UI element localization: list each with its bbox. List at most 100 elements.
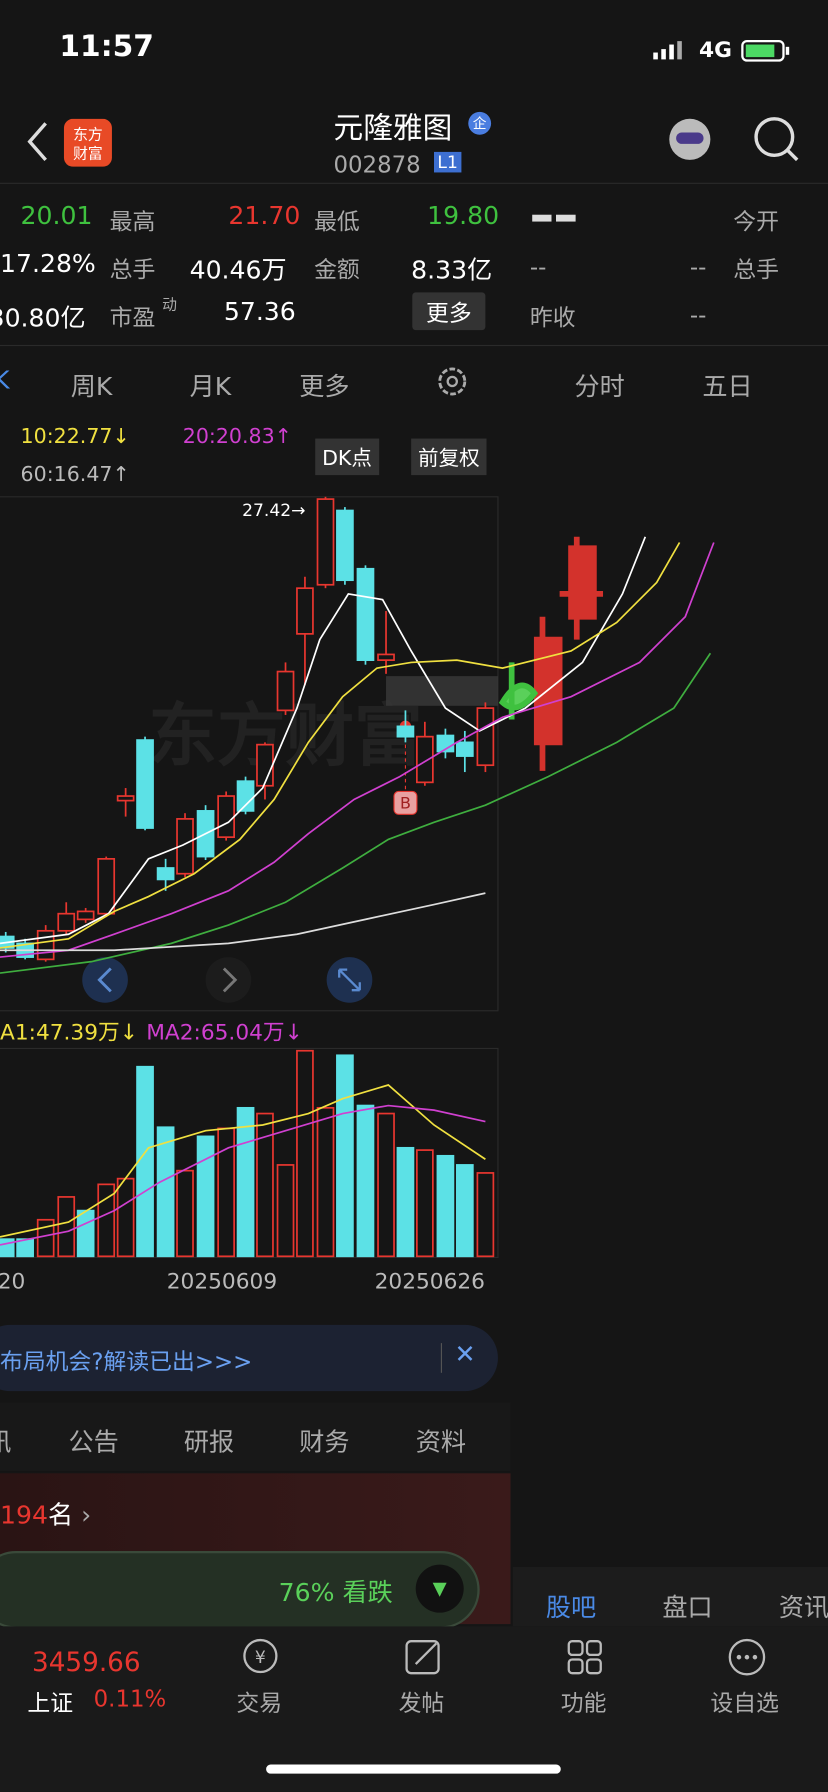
index-change[interactable]: 0.11%	[93, 1684, 167, 1713]
candle-body	[116, 795, 135, 802]
rank[interactable]: 194名 ›	[0, 1501, 92, 1531]
date-label: 20250626	[375, 1269, 485, 1294]
nav-item[interactable]: 功能	[560, 1689, 607, 1717]
high-label: 27.42→	[242, 501, 305, 521]
volume-bar	[116, 1177, 135, 1258]
placeholder	[532, 214, 576, 229]
nav-item[interactable]: 设自选	[710, 1689, 779, 1717]
quote: 今开	[733, 207, 779, 236]
ma-legend: 10:22.77↓	[20, 424, 130, 449]
ma-line	[0, 542, 681, 949]
candle-body	[136, 739, 154, 829]
header-left[interactable]: 东方财富	[23, 118, 126, 167]
nav-item[interactable]: 发帖	[398, 1689, 445, 1717]
vol-ma: A1:47.39万↓	[0, 1020, 138, 1045]
volume-bar	[377, 1112, 395, 1258]
candle-body	[36, 929, 55, 961]
ma-line	[0, 652, 712, 974]
period-tab[interactable]: 五日	[702, 373, 753, 403]
settings-icon[interactable]	[434, 363, 471, 400]
adjust-button[interactable]: 前复权	[411, 438, 487, 476]
divider	[0, 344, 828, 347]
index-value[interactable]: 3459.66	[31, 1648, 141, 1678]
nav-item[interactable]: 交易	[236, 1689, 283, 1717]
info-tab[interactable]: 资料	[415, 1428, 466, 1458]
status-icons	[653, 39, 790, 62]
ma-line	[0, 892, 486, 952]
volume-bar	[455, 1164, 474, 1258]
ma-legend: 20:20.83↑	[182, 424, 292, 449]
quote: 昨收	[529, 303, 576, 332]
quote: 17.28%	[0, 250, 96, 279]
candle-body	[97, 858, 116, 915]
info-tab[interactable]: 财务	[299, 1428, 350, 1458]
bottom-nav	[0, 1626, 828, 1792]
candle-body	[416, 735, 434, 784]
side-tab[interactable]: 盘口	[662, 1594, 713, 1623]
quote: --	[689, 253, 707, 281]
volume-bar	[176, 1169, 194, 1258]
candle-body	[316, 498, 335, 586]
side-tab[interactable]: 资讯	[778, 1594, 828, 1623]
info-tab[interactable]: 公告	[68, 1428, 119, 1458]
header-right[interactable]	[662, 114, 799, 164]
vote-button[interactable]: ▼	[415, 1564, 464, 1613]
level: L1	[433, 151, 462, 173]
dk-button[interactable]: DK点	[315, 438, 379, 476]
volume-bar	[316, 1106, 335, 1258]
ma-line	[0, 542, 715, 958]
banner[interactable]	[0, 1324, 498, 1392]
candle-body	[256, 743, 274, 787]
volume-bar	[136, 1065, 154, 1258]
close-icon[interactable]: ✕	[454, 1340, 476, 1370]
index-name[interactable]: 上证	[27, 1689, 74, 1717]
candle-body	[476, 707, 495, 767]
volume-bar	[296, 1049, 314, 1258]
rank-unit: 名	[47, 1501, 74, 1531]
quote: 金额	[314, 255, 360, 284]
period-tab[interactable]: 分时	[574, 373, 625, 403]
period-tab[interactable]: 周K	[70, 373, 113, 403]
quote: 19.80	[427, 202, 500, 231]
period-tab[interactable]: K	[0, 367, 10, 396]
volume-bar	[156, 1126, 175, 1258]
info-tab[interactable]: 讯	[0, 1422, 11, 1459]
volume-bar	[276, 1164, 295, 1258]
date-label: 20	[0, 1269, 25, 1294]
period-tab[interactable]: 月K	[189, 373, 232, 403]
side-tab[interactable]: 股吧	[545, 1594, 597, 1623]
more-button[interactable]: 更多	[412, 292, 486, 331]
vote-bar[interactable]	[0, 1550, 480, 1629]
side-tabs	[512, 1566, 828, 1627]
period-tab[interactable]: 更多	[299, 373, 350, 403]
vol-ma-line	[0, 1104, 486, 1246]
divider	[0, 182, 828, 184]
stock-code: 002878	[333, 150, 421, 179]
volume-bar	[396, 1146, 415, 1258]
volume-bar	[416, 1149, 434, 1258]
svg-text:财富: 财富	[73, 145, 103, 163]
divider	[440, 1343, 442, 1373]
network: 4G	[698, 37, 732, 63]
volume-bar	[97, 1183, 116, 1258]
candle-body	[76, 910, 95, 921]
vote-text: 76% 看跌	[278, 1579, 393, 1609]
quote: 动	[162, 296, 178, 315]
date-label: 20250609	[167, 1269, 277, 1294]
rank-number: 194	[0, 1501, 48, 1531]
nav-icons: ¥	[243, 1638, 766, 1676]
svg-text:东方: 东方	[73, 126, 103, 143]
candle-body	[57, 912, 76, 932]
quote: 总手	[109, 255, 156, 284]
info-tab[interactable]: 研报	[183, 1428, 235, 1458]
banner-text[interactable]: 布局机会?解读已出>>>	[0, 1347, 253, 1376]
candle-body	[176, 818, 194, 875]
ma-legend: 60:16.47↑	[20, 462, 130, 487]
vol-ma-line	[0, 1084, 486, 1238]
quote: 20.01	[20, 202, 93, 231]
info-tabs	[0, 1402, 511, 1472]
candle-body	[156, 867, 175, 881]
stock-name: 元隆雅图	[333, 111, 453, 147]
